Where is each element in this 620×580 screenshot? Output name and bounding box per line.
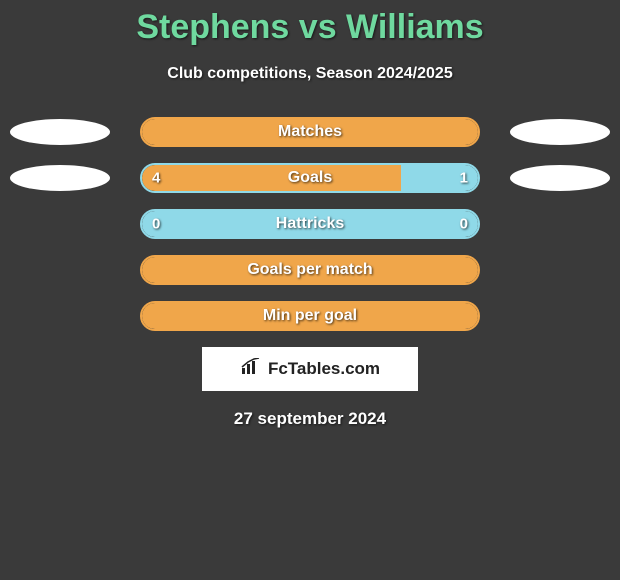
player-ellipse-right	[510, 165, 610, 191]
footer-date: 27 september 2024	[0, 409, 620, 429]
stat-row: Min per goal	[0, 301, 620, 331]
stat-row: Matches	[0, 117, 620, 147]
player-ellipse-left	[10, 165, 110, 191]
value-right: 1	[460, 170, 468, 187]
value-right: 0	[460, 216, 468, 233]
value-left: 0	[152, 216, 160, 233]
stat-row: Goals per match	[0, 255, 620, 285]
stat-row: Goals 4 1	[0, 163, 620, 193]
brand-card: FcTables.com	[202, 347, 418, 391]
bar-label: Hattricks	[276, 215, 344, 233]
player-ellipse-left	[10, 119, 110, 145]
bar-track: Min per goal	[140, 301, 480, 331]
brand-label: FcTables.com	[268, 359, 380, 379]
bar-left-fill	[142, 165, 401, 191]
page-title: Stephens vs Williams	[0, 0, 620, 47]
value-left: 4	[152, 170, 160, 187]
stat-row: Hattricks 0 0	[0, 209, 620, 239]
bar-label: Min per goal	[263, 307, 357, 325]
bar-track: Hattricks 0 0	[140, 209, 480, 239]
bar-track: Goals 4 1	[140, 163, 480, 193]
chart-area: Matches Goals 4 1 Hattricks 0 0 Goals per match…	[0, 117, 620, 331]
bar-label: Matches	[278, 123, 342, 141]
subtitle: Club competitions, Season 2024/2025	[0, 65, 620, 83]
player-ellipse-right	[510, 119, 610, 145]
bar-label: Goals	[288, 169, 332, 187]
bar-track: Goals per match	[140, 255, 480, 285]
chart-icon	[240, 358, 262, 381]
bar-label: Goals per match	[247, 261, 372, 279]
bar-track: Matches	[140, 117, 480, 147]
